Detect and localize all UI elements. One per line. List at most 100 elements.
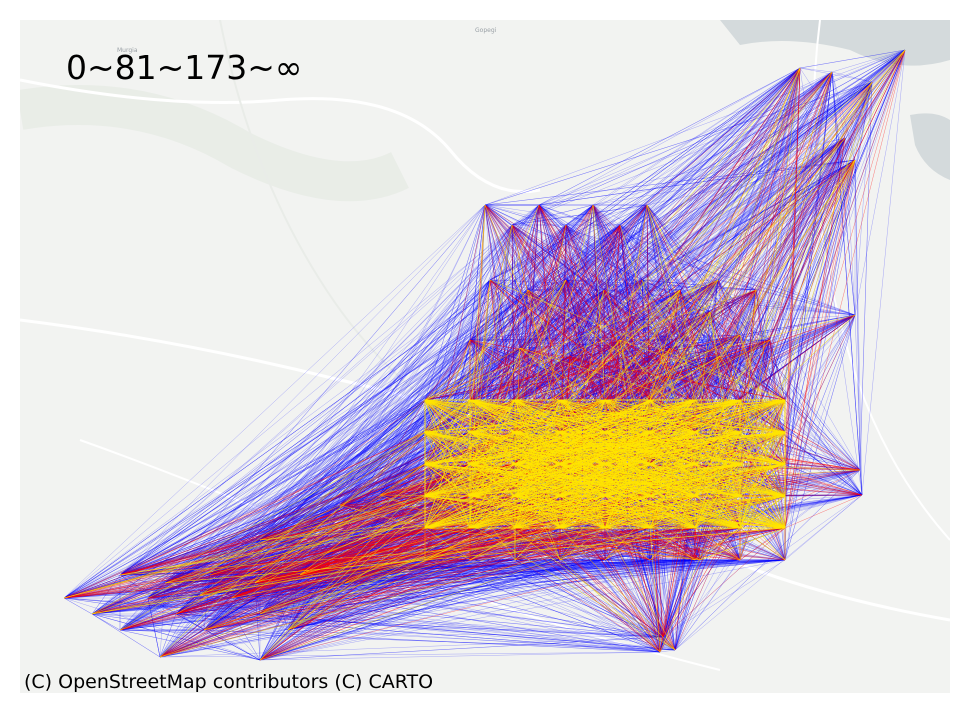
flow-line	[646, 204, 681, 291]
flow-line	[559, 71, 833, 433]
flow-line	[159, 613, 177, 658]
flow-line	[209, 574, 661, 653]
flow-line	[559, 204, 594, 433]
flow-line	[784, 159, 856, 401]
flow-line	[484, 204, 513, 226]
flow-line	[784, 81, 873, 529]
flow-line	[799, 67, 846, 139]
flow-line	[119, 629, 676, 651]
flow-line	[619, 71, 833, 226]
flow-line	[424, 224, 513, 497]
flow-line	[91, 613, 664, 638]
flow-line	[511, 81, 873, 226]
flow-line	[259, 559, 516, 615]
flow-line	[175, 559, 701, 615]
flow-line	[259, 495, 786, 661]
flow-line	[831, 49, 906, 73]
flow-line	[63, 204, 486, 599]
flow-line	[203, 527, 786, 631]
flow-line	[339, 279, 491, 506]
flow-line	[424, 559, 661, 653]
flow-line	[784, 67, 801, 401]
flow-line	[424, 67, 801, 433]
flow-line	[619, 224, 696, 401]
flow-line	[469, 355, 721, 401]
flow-line	[175, 613, 261, 661]
flow-line	[527, 137, 846, 291]
flow-line	[489, 204, 594, 281]
flow-line	[717, 81, 873, 281]
flow-line	[339, 224, 621, 506]
flow-line	[164, 137, 846, 584]
flow-line	[592, 204, 681, 291]
flow-line	[538, 67, 801, 206]
flow-line	[63, 597, 676, 651]
flow-line	[709, 311, 863, 496]
flow-line	[147, 289, 605, 599]
flow-line	[147, 597, 161, 658]
flow-line	[119, 279, 491, 576]
flow-line	[784, 314, 856, 561]
flow-line	[209, 339, 471, 576]
flow-line	[119, 289, 605, 631]
flow-line	[565, 279, 605, 291]
flow-line	[119, 279, 719, 576]
flow-line	[755, 289, 786, 465]
flow-line	[592, 204, 696, 561]
flow-line	[484, 159, 856, 206]
flow-line	[199, 67, 801, 596]
flow-line	[424, 559, 664, 638]
flow-line	[739, 431, 861, 471]
flow-line	[119, 399, 471, 576]
flow-line	[559, 137, 846, 433]
flow-line	[831, 71, 856, 161]
flow-line	[63, 431, 471, 599]
flow-line	[662, 527, 696, 638]
flow-line	[717, 279, 757, 291]
flow-line	[119, 463, 471, 631]
flow-line	[565, 279, 681, 291]
flow-line	[203, 527, 786, 631]
flow-line	[203, 559, 651, 631]
flow-line	[717, 279, 856, 316]
flow-line	[709, 311, 721, 357]
flow-line	[538, 204, 863, 496]
flow-line	[63, 463, 471, 599]
flow-line	[91, 71, 833, 615]
flow-line	[641, 279, 786, 401]
flow-line	[854, 159, 861, 471]
flow-line	[147, 204, 486, 599]
flow-line	[147, 279, 491, 599]
map-canvas[interactable]: Murgia Gopegi 0~81~173~∞ (C) OpenStreetM…	[20, 20, 950, 693]
flow-line	[164, 224, 513, 584]
flow-line	[514, 279, 719, 465]
flow-line	[159, 613, 177, 658]
flow-line	[254, 67, 801, 584]
flow-line	[147, 204, 594, 599]
flow-line	[159, 495, 651, 658]
flow-line	[231, 559, 786, 599]
flow-line	[784, 159, 856, 465]
flow-line	[119, 574, 211, 631]
flow-line	[603, 204, 648, 291]
flow-line	[424, 204, 486, 433]
flow-line	[339, 67, 801, 506]
flow-line	[538, 204, 696, 433]
flow-line	[514, 81, 873, 465]
flow-line	[119, 527, 651, 631]
flow-line	[514, 355, 571, 401]
flow-line	[209, 204, 540, 576]
flow-line	[519, 81, 873, 349]
flow-line	[164, 504, 341, 584]
flow-line	[424, 279, 491, 401]
flow-line	[469, 204, 486, 401]
flow-line	[603, 137, 846, 291]
road	[812, 20, 950, 541]
flow-line	[489, 81, 873, 281]
flow-line	[659, 289, 757, 653]
flow-line	[175, 67, 801, 615]
flow-line	[854, 314, 863, 496]
flow-line	[484, 204, 661, 653]
flow-line	[424, 224, 567, 497]
flow-line	[859, 469, 863, 496]
